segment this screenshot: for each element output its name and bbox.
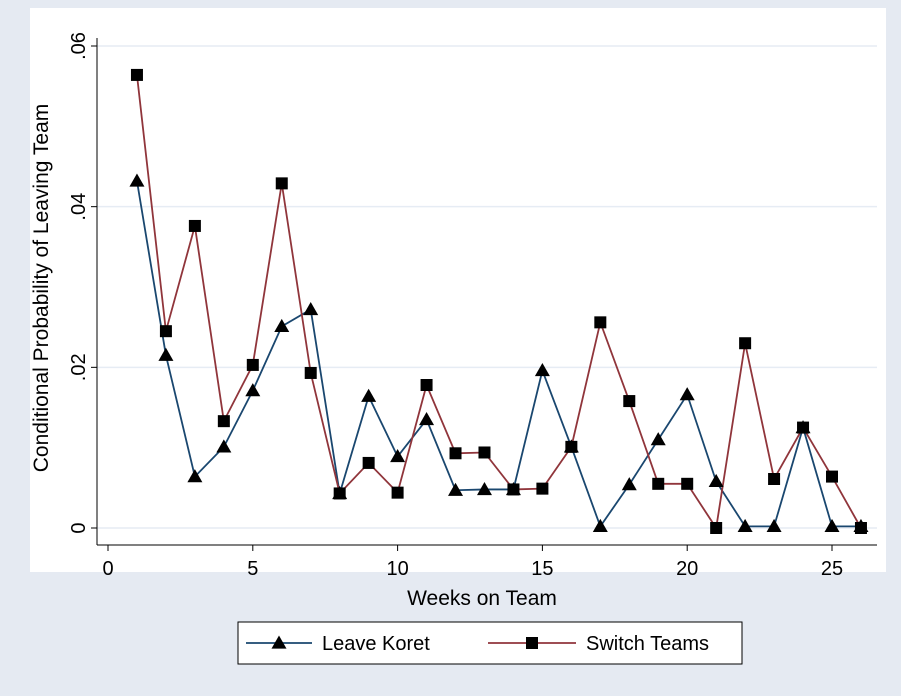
square-point bbox=[246, 358, 259, 371]
x-tick-label: 0 bbox=[102, 558, 113, 580]
square-point bbox=[623, 395, 636, 408]
series-markers-1 bbox=[130, 68, 867, 534]
square-point bbox=[130, 68, 143, 81]
series-leave-koret bbox=[136, 180, 861, 529]
square-point bbox=[681, 477, 694, 490]
triangle-point bbox=[274, 318, 290, 332]
triangle-point bbox=[534, 363, 550, 377]
x-axis-title: Weeks on Team bbox=[407, 587, 557, 610]
triangle-point bbox=[621, 477, 637, 491]
y-axis-ticks: 0 .02 .04 .06 bbox=[68, 32, 97, 534]
y-tick-label: .06 bbox=[68, 32, 90, 60]
square-point bbox=[826, 470, 838, 483]
triangle-point bbox=[419, 412, 435, 426]
triangle-point bbox=[216, 439, 232, 453]
triangle-point bbox=[650, 432, 666, 446]
square-point bbox=[304, 366, 317, 379]
square-point bbox=[333, 487, 346, 500]
series-line bbox=[136, 74, 862, 531]
square-point bbox=[710, 522, 723, 534]
triangle-point bbox=[303, 301, 319, 316]
square-point bbox=[159, 325, 172, 338]
square-point bbox=[449, 447, 462, 460]
triangle-point bbox=[824, 518, 840, 533]
y-tick-label: 0 bbox=[68, 522, 90, 533]
triangle-point bbox=[679, 387, 695, 401]
legend-item: Leave Koret bbox=[246, 633, 430, 655]
series-line bbox=[136, 180, 861, 529]
legend-label: Leave Koret bbox=[322, 633, 430, 655]
x-tick-label: 15 bbox=[531, 558, 553, 580]
triangle-point bbox=[390, 449, 406, 463]
y-tick-label: .04 bbox=[68, 193, 90, 221]
square-point bbox=[797, 421, 810, 434]
triangle-point bbox=[592, 518, 608, 533]
square-point bbox=[507, 483, 520, 496]
legend-square-icon bbox=[526, 637, 538, 649]
x-axis-ticks: 0 5 10 15 20 25 bbox=[102, 545, 843, 580]
legend-triangle-icon bbox=[271, 635, 287, 649]
axes bbox=[96, 38, 877, 546]
triangle-point bbox=[245, 383, 261, 397]
x-tick-label: 10 bbox=[386, 558, 408, 580]
series-switch-teams bbox=[136, 74, 862, 531]
x-tick-label: 20 bbox=[676, 558, 698, 580]
square-point bbox=[362, 456, 375, 469]
legend-label: Switch Teams bbox=[586, 633, 709, 655]
triangle-point bbox=[476, 481, 492, 496]
triangle-point bbox=[129, 173, 145, 187]
square-point bbox=[536, 482, 549, 495]
square-point bbox=[478, 446, 491, 459]
square-point bbox=[854, 522, 867, 534]
square-point bbox=[565, 440, 578, 453]
square-point bbox=[652, 477, 665, 490]
square-point bbox=[739, 337, 752, 350]
triangle-point bbox=[708, 473, 724, 488]
square-point bbox=[217, 415, 230, 428]
series-layer bbox=[129, 68, 869, 534]
x-tick-label: 25 bbox=[821, 558, 843, 580]
triangle-point bbox=[361, 388, 377, 402]
square-point bbox=[188, 219, 201, 232]
triangle-point bbox=[766, 518, 782, 533]
triangle-point bbox=[737, 518, 753, 533]
y-axis-title: Conditional Probability of Leaving Team bbox=[30, 104, 53, 473]
legend-item: Switch Teams bbox=[488, 633, 709, 655]
triangle-point bbox=[187, 469, 203, 483]
square-point bbox=[594, 316, 607, 329]
y-tick-label: .02 bbox=[68, 353, 90, 381]
x-tick-label: 5 bbox=[247, 558, 258, 580]
square-point bbox=[420, 379, 433, 392]
plot-region bbox=[30, 8, 886, 572]
triangle-point bbox=[158, 347, 174, 361]
square-point bbox=[768, 472, 781, 485]
triangle-point bbox=[448, 482, 464, 496]
square-point bbox=[275, 177, 288, 190]
legend: Leave Koret Switch Teams bbox=[237, 621, 743, 665]
square-point bbox=[391, 486, 404, 499]
